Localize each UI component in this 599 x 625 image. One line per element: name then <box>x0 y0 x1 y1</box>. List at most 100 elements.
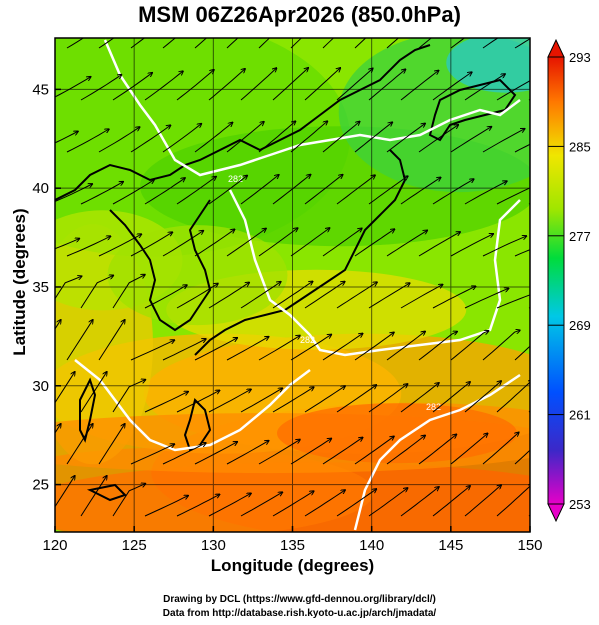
streamline <box>322 228 362 257</box>
streamline <box>418 125 459 153</box>
streamline <box>162 339 206 361</box>
streamline <box>514 38 530 49</box>
streamline <box>514 345 530 361</box>
streamline <box>162 124 202 153</box>
streamline <box>240 175 279 205</box>
field-region <box>107 225 288 326</box>
streamline <box>354 436 394 465</box>
streamline <box>400 284 443 309</box>
field-region <box>277 403 517 464</box>
streamline <box>208 493 251 517</box>
streamline <box>432 486 470 517</box>
streamline <box>432 286 476 309</box>
x-tick-label: 125 <box>122 537 147 554</box>
streamline <box>304 386 345 413</box>
streamline <box>336 175 375 205</box>
streamline <box>464 74 505 101</box>
streamline <box>336 385 377 413</box>
streamline <box>176 176 216 205</box>
streamline <box>450 234 494 257</box>
streamline <box>226 337 269 361</box>
colorbar-top-arrow <box>547 38 565 58</box>
streamline <box>368 176 408 205</box>
streamline <box>66 236 111 257</box>
streamline <box>162 231 204 257</box>
streamline <box>144 178 185 205</box>
streamline <box>130 125 171 153</box>
streamline <box>80 75 122 101</box>
streamline <box>194 229 235 257</box>
credit-data: Data from http://database.rish.kyoto-u.a… <box>162 608 437 619</box>
contour-label: 282 <box>426 402 441 412</box>
streamline <box>482 432 519 465</box>
streamline <box>258 335 300 361</box>
streamline <box>130 444 175 465</box>
streamline <box>208 175 248 205</box>
streamline <box>240 68 277 101</box>
streamline <box>336 489 377 517</box>
streamline <box>176 494 220 517</box>
x-tick-label: 120 <box>42 537 67 554</box>
streamline <box>130 38 146 49</box>
streamline <box>514 249 530 257</box>
streamline <box>290 38 303 49</box>
streamline <box>432 179 474 205</box>
streamline <box>450 127 492 153</box>
streamline <box>386 38 400 49</box>
streamline <box>450 433 488 465</box>
streamline <box>162 38 176 49</box>
streamline <box>80 275 114 309</box>
y-tick-label: 40 <box>32 180 49 197</box>
streamline <box>272 387 314 413</box>
streamline <box>418 38 432 49</box>
streamline <box>482 330 520 361</box>
streamline <box>144 392 188 413</box>
streamline <box>290 438 332 465</box>
map-title: MSM 06Z26Apr2026 (850.0hPa) <box>138 2 461 27</box>
streamline <box>496 187 530 205</box>
streamline <box>336 68 373 101</box>
streamline <box>290 334 332 361</box>
x-tick-label: 135 <box>280 537 305 554</box>
x-axis-ticks: 120 125 130 135 140 145 150 <box>42 526 543 554</box>
streamline <box>450 331 489 361</box>
x-tick-label: 140 <box>359 537 384 554</box>
streamline <box>354 122 393 153</box>
x-tick-label: 150 <box>517 537 542 554</box>
streamline <box>354 229 395 257</box>
streamline <box>258 38 271 49</box>
contour-label: 282 <box>300 335 315 345</box>
streamline <box>80 372 107 413</box>
streamline <box>176 70 214 101</box>
streamline <box>226 38 239 49</box>
streamline <box>464 288 509 309</box>
field-region <box>446 38 530 93</box>
streamline <box>386 331 425 361</box>
colorbar-tick-label: 293 <box>569 50 591 65</box>
streamline <box>55 184 93 203</box>
streamline <box>144 285 187 309</box>
streamline <box>290 121 328 153</box>
streamline <box>80 476 107 517</box>
streamline <box>55 131 78 144</box>
streamline <box>496 380 530 413</box>
streamline <box>290 228 330 257</box>
streamline <box>226 228 266 257</box>
streamline <box>368 69 406 101</box>
streamline <box>144 496 188 517</box>
streamline <box>112 484 146 517</box>
streamline <box>144 71 183 101</box>
streamline <box>112 380 146 413</box>
streamline <box>514 449 530 465</box>
streamline <box>194 38 208 49</box>
streamline <box>432 72 472 101</box>
streamline <box>258 439 300 465</box>
colorbar-tick-label: 285 <box>569 139 591 154</box>
streamline <box>482 38 499 49</box>
contour-label: 282 <box>228 174 243 184</box>
streamline <box>400 70 439 101</box>
streamline <box>304 68 341 101</box>
streamline <box>258 228 298 257</box>
x-tick-label: 130 <box>201 537 226 554</box>
streamline <box>272 491 314 517</box>
